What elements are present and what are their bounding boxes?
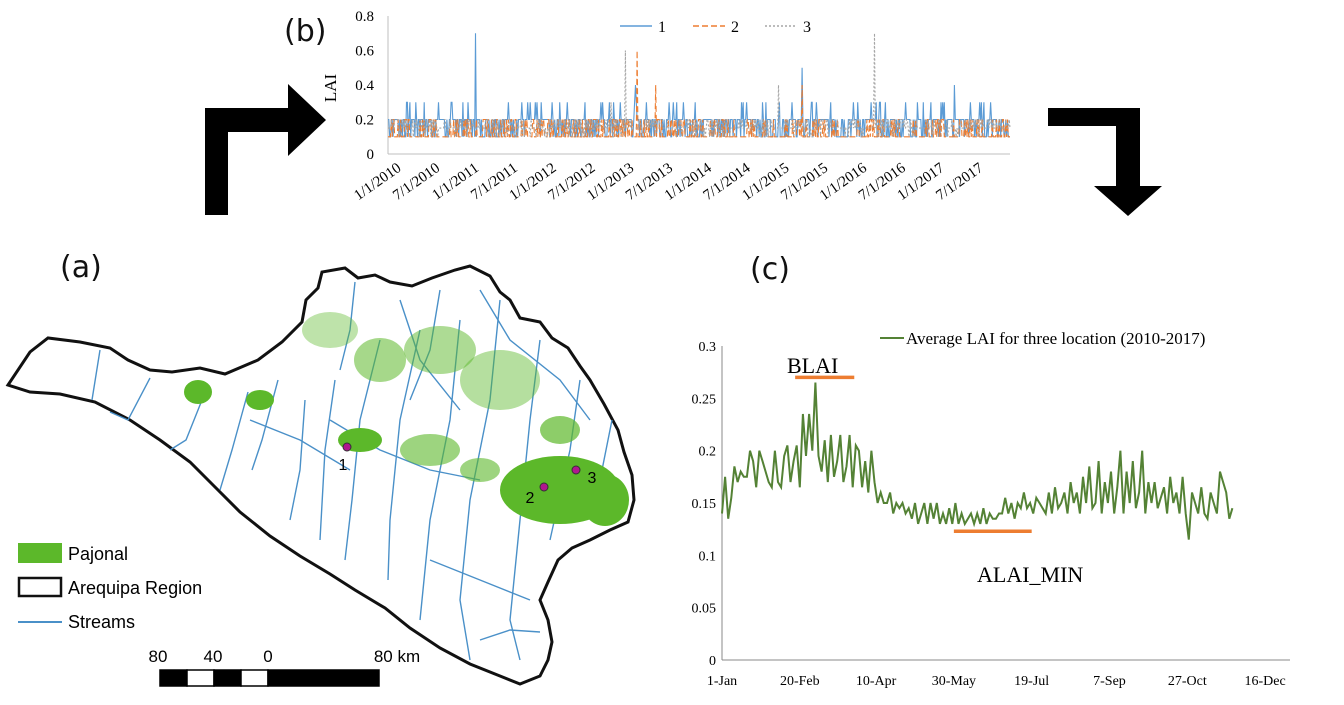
chart-b-series-2 — [388, 50, 1010, 138]
legend-label-pajonal: Pajonal — [68, 544, 128, 564]
pajonal-layer — [184, 312, 629, 526]
scale-segment — [267, 669, 380, 687]
map-point-2 — [539, 482, 549, 492]
map-point-1 — [342, 442, 352, 452]
chart-c-x-tick-label: 19-Jul — [1014, 674, 1049, 689]
chart-b: 00.20.40.60.8LAI1/1/20107/1/20101/1/2011… — [321, 9, 1011, 204]
arequipa-map: 1 2 3 — [5, 264, 636, 686]
chart-b-y-tick-label: 0.8 — [355, 9, 374, 25]
chart-c-y-tick-label: 0.15 — [692, 497, 717, 512]
chart-b-legend-label: 1 — [658, 19, 666, 36]
legend-swatch-region — [17, 576, 63, 598]
chart-b-legend-label: 3 — [803, 19, 811, 36]
chart-c-y-tick-label: 0.3 — [699, 340, 717, 355]
scale-label: 80 km — [374, 647, 420, 666]
chart-c-x-tick-label: 7-Sep — [1093, 674, 1126, 689]
chart-c-x-tick-label: 10-Apr — [856, 674, 897, 689]
map-point-label-2: 2 — [526, 490, 535, 507]
chart-c-x-tick-label: 20-Feb — [780, 674, 820, 689]
chart-b-y-tick-label: 0.6 — [355, 44, 374, 60]
scale-segment — [213, 669, 242, 687]
panel-label-a: (a) — [60, 250, 102, 285]
scale-segment — [159, 669, 188, 687]
chart-c-y-tick-label: 0 — [709, 654, 716, 669]
chart-c-annotation-label: ALAI_MIN — [977, 562, 1083, 587]
chart-c-x-tick-label: 30-May — [932, 674, 976, 689]
chart-c-legend-label: Average LAI for three location (2010-201… — [906, 329, 1205, 348]
scale-bar: 80 40 0 80 km — [149, 647, 420, 687]
chart-c-x-tick-label: 27-Oct — [1168, 674, 1207, 689]
legend-swatch-pajonal — [18, 543, 62, 563]
chart-c-y-tick-label: 0.05 — [692, 602, 717, 617]
chart-b-y-tick-label: 0 — [367, 147, 375, 163]
scale-segment — [240, 669, 269, 687]
chart-b-legend-label: 2 — [731, 19, 739, 36]
scale-segment — [186, 669, 215, 687]
chart-c: 0 0.05 0.1 0.15 0.2 0.25 0.3 1-Jan 20-Feb 10-Apr 3… — [692, 329, 1290, 689]
chart-c-x-tick-label: 1-Jan — [707, 674, 737, 689]
map-legend: Pajonal Arequipa Region Streams — [17, 543, 202, 632]
chart-b-y-tick-label: 0.2 — [355, 113, 374, 129]
chart-b-y-axis-label: LAI — [321, 74, 340, 103]
arrow-right-icon — [1048, 108, 1162, 216]
legend-label-region: Arequipa Region — [68, 578, 202, 598]
map-point-3 — [571, 465, 581, 475]
map-point-label-1: 1 — [339, 457, 348, 474]
chart-c-y-tick-label: 0.1 — [699, 549, 717, 564]
scale-label: 80 — [149, 647, 168, 666]
chart-c-x-tick-label: 16-Dec — [1244, 674, 1285, 689]
legend-label-streams: Streams — [68, 612, 135, 632]
panel-label-c: (c) — [750, 252, 790, 287]
panel-label-b: (b) — [284, 14, 327, 49]
chart-c-series-average — [721, 382, 1234, 540]
chart-c-y-tick-label: 0.2 — [699, 445, 717, 460]
map-point-label-3: 3 — [588, 470, 597, 487]
scale-label: 40 — [204, 647, 223, 666]
chart-c-y-tick-label: 0.25 — [692, 392, 717, 407]
scale-label: 0 — [263, 647, 272, 666]
chart-c-annotation-label: BLAI — [787, 353, 838, 378]
chart-b-y-tick-label: 0.4 — [355, 78, 374, 94]
arrow-left-icon — [205, 84, 326, 215]
